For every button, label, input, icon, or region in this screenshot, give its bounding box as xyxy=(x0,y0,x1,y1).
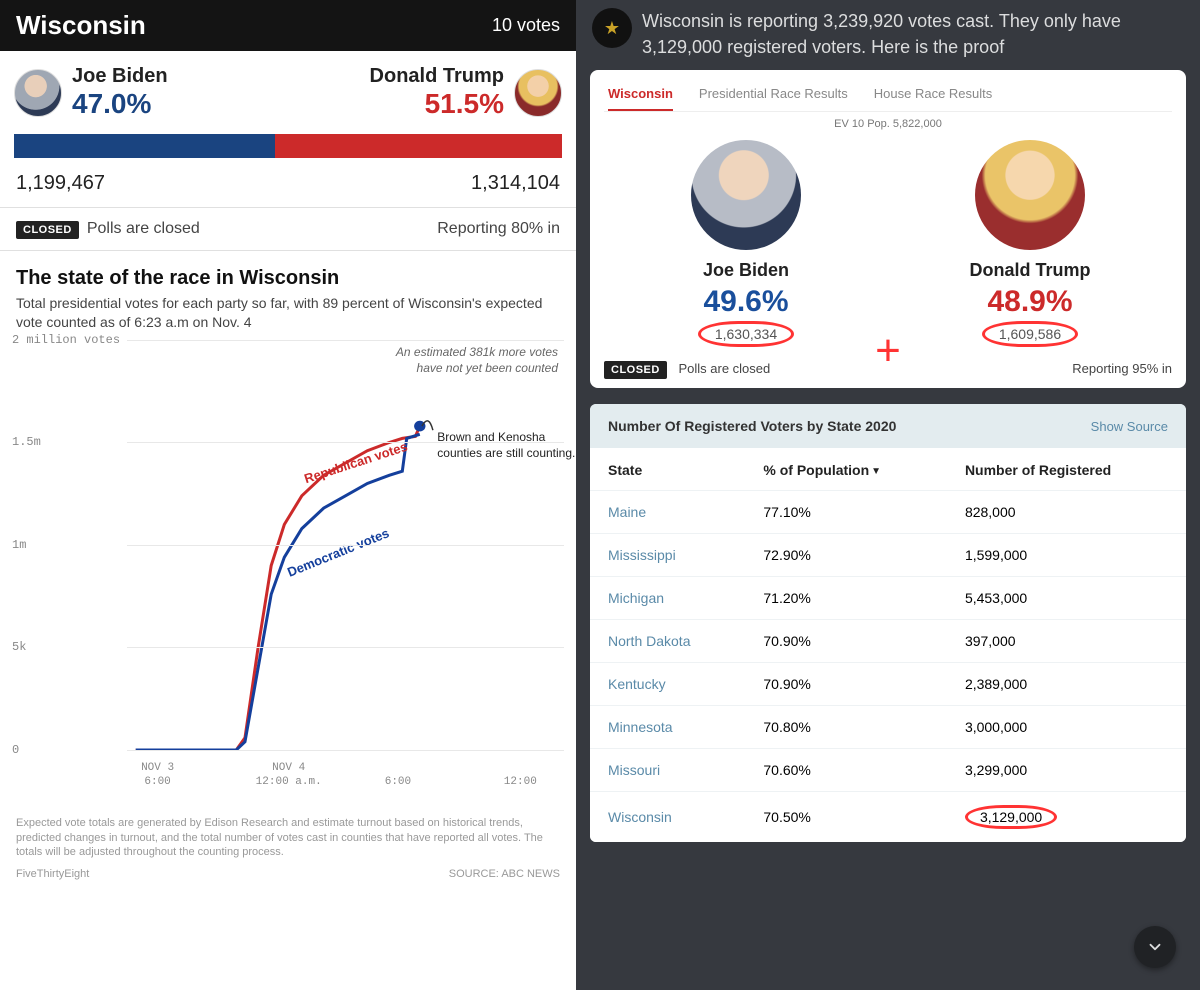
candidate-row: Joe Biden 47.0% Donald Trump 51.5% xyxy=(0,51,576,130)
r-biden-count: 1,630,334 xyxy=(618,321,874,347)
r-trump-avatar xyxy=(975,140,1085,250)
biden-count: 1,199,467 xyxy=(16,172,105,195)
table-row: Missouri70.60%3,299,000 xyxy=(590,749,1186,792)
biden-avatar xyxy=(14,69,62,117)
post-header: ★ Wisconsin is reporting 3,239,920 votes… xyxy=(590,0,1186,70)
cell-state[interactable]: Missouri xyxy=(590,749,745,792)
chevron-down-icon xyxy=(1146,938,1164,956)
cell-state[interactable]: Minnesota xyxy=(590,706,745,749)
table-row: Maine77.10%828,000 xyxy=(590,491,1186,534)
ev-pop-row: EV 10 Pop. 5,822,000 xyxy=(604,112,1172,140)
cell-num: 3,000,000 xyxy=(947,706,1186,749)
table-row: Kentucky70.90%2,389,000 xyxy=(590,663,1186,706)
trump-name: Donald Trump xyxy=(370,65,504,88)
candidate-biden: Joe Biden 47.0% xyxy=(14,65,168,120)
post-text: Wisconsin is reporting 3,239,920 votes c… xyxy=(642,8,1184,60)
table-row: North Dakota70.90%397,000 xyxy=(590,620,1186,663)
cell-pct: 71.20% xyxy=(745,577,947,620)
cell-num: 5,453,000 xyxy=(947,577,1186,620)
results-card: Wisconsin Presidential Race Results House … xyxy=(590,70,1186,388)
col-header[interactable]: Number of Registered xyxy=(947,448,1186,491)
table-row: Wisconsin70.50%3,129,000 xyxy=(590,792,1186,843)
show-source-link[interactable]: Show Source xyxy=(1091,419,1168,434)
r-trump-name: Donald Trump xyxy=(902,260,1158,281)
cell-pct: 70.90% xyxy=(745,663,947,706)
right-panel: ★ Wisconsin is reporting 3,239,920 votes… xyxy=(576,0,1200,990)
status-row: CLOSED Polls are closed Reporting 80% in xyxy=(0,208,576,251)
biden-pct: 47.0% xyxy=(72,88,168,120)
cell-state[interactable]: Kentucky xyxy=(590,663,745,706)
source-row: FiveThirtyEight SOURCE: ABC NEWS xyxy=(0,864,576,890)
biden-name: Joe Biden xyxy=(72,65,168,88)
cell-num: 3,299,000 xyxy=(947,749,1186,792)
cell-pct: 77.10% xyxy=(745,491,947,534)
table-row: Minnesota70.80%3,000,000 xyxy=(590,706,1186,749)
cell-pct: 70.50% xyxy=(745,792,947,843)
cell-pct: 70.90% xyxy=(745,620,947,663)
results-tabs: Wisconsin Presidential Race Results House … xyxy=(604,82,1172,112)
col-header[interactable]: % of Population▼ xyxy=(745,448,947,491)
col-header[interactable]: State xyxy=(590,448,745,491)
tab-presidential-race-results[interactable]: Presidential Race Results xyxy=(699,82,848,111)
cell-num: 397,000 xyxy=(947,620,1186,663)
candidate-trump: Donald Trump 51.5% xyxy=(370,65,562,120)
pct-bar xyxy=(14,134,562,158)
cell-num: 2,389,000 xyxy=(947,663,1186,706)
voters-table: State% of Population▼Number of Registere… xyxy=(590,448,1186,842)
table-header-bar: Number Of Registered Voters by State 202… xyxy=(590,404,1186,448)
table-row: Michigan71.20%5,453,000 xyxy=(590,577,1186,620)
r-candidate-trump: Donald Trump 48.9% 1,609,586 xyxy=(902,140,1158,347)
table-title: Number Of Registered Voters by State 202… xyxy=(608,418,896,434)
left-panel: Wisconsin 10 votes Joe Biden 47.0% Donal… xyxy=(0,0,576,990)
polls-closed-right: Polls are closed xyxy=(678,361,770,376)
cell-num: 828,000 xyxy=(947,491,1186,534)
table-row: Mississippi72.90%1,599,000 xyxy=(590,534,1186,577)
r-candidate-biden: Joe Biden 49.6% 1,630,334 xyxy=(618,140,874,347)
closed-badge-right: CLOSED xyxy=(604,361,667,379)
r-trump-count: 1,609,586 xyxy=(902,321,1158,347)
r-biden-pct: 49.6% xyxy=(618,285,874,319)
reporting-text: Reporting 80% in xyxy=(437,220,560,238)
cell-pct: 70.60% xyxy=(745,749,947,792)
electoral-votes: 10 votes xyxy=(492,15,560,36)
state-header: Wisconsin 10 votes xyxy=(0,0,576,51)
poster-avatar[interactable]: ★ xyxy=(592,8,632,48)
r-biden-avatar xyxy=(691,140,801,250)
cell-num: 1,599,000 xyxy=(947,534,1186,577)
pct-bar-biden xyxy=(14,134,275,158)
vote-chart: An estimated 381k more votes have not ye… xyxy=(12,340,564,810)
cell-state[interactable]: Wisconsin xyxy=(590,792,745,843)
cell-state[interactable]: Mississippi xyxy=(590,534,745,577)
plus-annotation-icon: + xyxy=(875,340,901,362)
trump-count: 1,314,104 xyxy=(471,172,560,195)
trump-pct: 51.5% xyxy=(370,88,504,120)
chart-annotation: Brown and Kenosha counties are still cou… xyxy=(437,430,575,461)
tab-house-race-results[interactable]: House Race Results xyxy=(874,82,993,111)
pct-bar-trump xyxy=(275,134,562,158)
polls-closed-text: Polls are closed xyxy=(87,220,200,237)
r-trump-pct: 48.9% xyxy=(902,285,1158,319)
brand-label: FiveThirtyEight xyxy=(16,868,89,880)
cell-pct: 70.80% xyxy=(745,706,947,749)
cell-state[interactable]: North Dakota xyxy=(590,620,745,663)
cell-num: 3,129,000 xyxy=(947,792,1186,843)
race-title: The state of the race in Wisconsin xyxy=(0,251,576,294)
voters-table-card: Number Of Registered Voters by State 202… xyxy=(590,404,1186,842)
vote-counts: 1,199,467 1,314,104 xyxy=(0,166,576,208)
cell-state[interactable]: Maine xyxy=(590,491,745,534)
cell-pct: 72.90% xyxy=(745,534,947,577)
chart-footnote: Expected vote totals are generated by Ed… xyxy=(0,810,576,865)
r-biden-name: Joe Biden xyxy=(618,260,874,281)
closed-badge: CLOSED xyxy=(16,221,79,239)
state-name: Wisconsin xyxy=(16,10,146,41)
source-label: SOURCE: ABC NEWS xyxy=(449,868,560,880)
candidate-row-right: Joe Biden 49.6% 1,630,334 + Donald Trump… xyxy=(604,140,1172,347)
tab-wisconsin[interactable]: Wisconsin xyxy=(608,82,673,111)
reporting-right: Reporting 95% in xyxy=(1072,361,1172,376)
scroll-down-button[interactable] xyxy=(1134,926,1176,968)
trump-avatar xyxy=(514,69,562,117)
cell-state[interactable]: Michigan xyxy=(590,577,745,620)
